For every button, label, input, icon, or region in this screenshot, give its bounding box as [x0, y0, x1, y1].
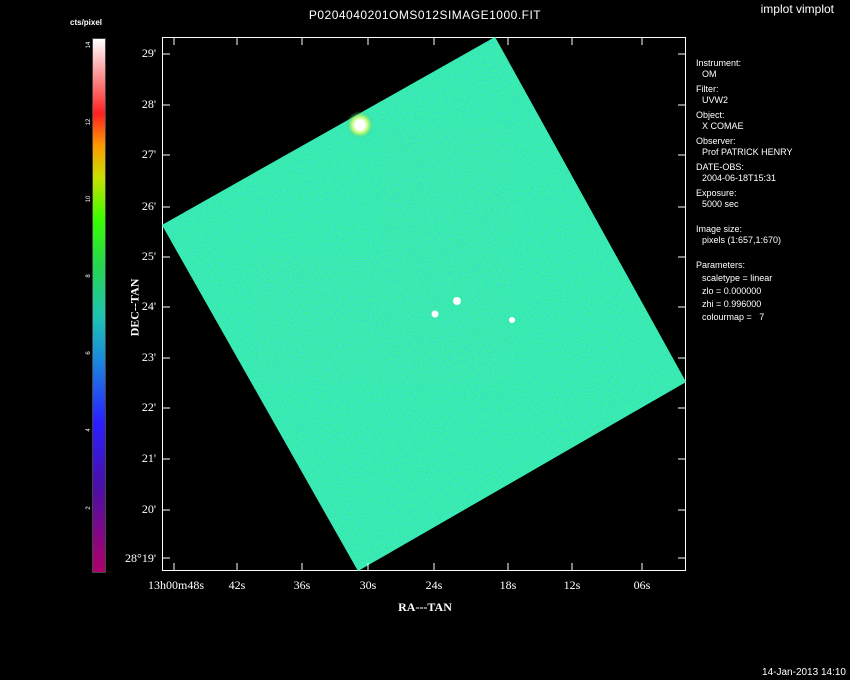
param-zhi: zhi = 0.996000 [702, 299, 762, 309]
colorbar-tick: 14 [86, 41, 92, 49]
x-tick-label: 13h00m48s [147, 578, 204, 592]
param-scaletype: scaletype = linear [702, 273, 773, 283]
colorbar-tick: 8 [86, 274, 92, 278]
date-value: 2004-06-18T15:31 [702, 173, 777, 183]
observer-value: Prof PATRICK HENRY [702, 147, 793, 157]
x-tick-label: 42s [228, 578, 246, 592]
size-label: Image size: [696, 224, 743, 234]
param-zlo: zlo = 0.000000 [702, 286, 762, 296]
y-tick-label: 27' [141, 147, 156, 161]
date-label: DATE-OBS: [696, 162, 744, 172]
colorbar [92, 38, 106, 573]
source [453, 297, 461, 305]
app-label: implot vimplot [760, 2, 834, 16]
plot-frame [162, 37, 686, 571]
y-tick-label: 28' [141, 97, 156, 111]
exposure-value: 5000 sec [702, 199, 739, 209]
x-tick-label: 30s [359, 578, 377, 592]
colorbar-label: cts/pixel [70, 18, 103, 27]
instrument-value: OM [702, 69, 717, 79]
plot-title: P0204040201OMS012SIMAGE1000.FIT [308, 8, 542, 22]
x-tick-label: 12s [563, 578, 581, 592]
y-tick-label: 20' [141, 502, 156, 516]
y-tick-label: 28°19' [125, 551, 156, 565]
y-tick-label: 25' [141, 249, 156, 263]
x-tick-label: 06s [633, 578, 651, 592]
source [509, 317, 515, 323]
x-axis-title: RA---TAN [398, 600, 452, 614]
filter-value: UVW2 [702, 95, 729, 105]
colorbar-tick: 4 [86, 428, 92, 432]
info-panel: Instrument: OM Filter: UVW2 Object: X CO… [696, 58, 793, 323]
y-tick-label: 26' [141, 199, 156, 213]
params-label: Parameters: [696, 260, 746, 270]
timestamp: 14-Jan-2013 14:10 [762, 667, 846, 678]
object-label: Object: [696, 110, 725, 120]
y-tick-label: 22' [141, 400, 156, 414]
sky-image[interactable] [162, 37, 686, 571]
colorbar-tick: 2 [86, 506, 92, 510]
y-axis-title: DEC--TAN [127, 278, 142, 337]
param-colourmap: colourmap = 7 [702, 312, 765, 322]
y-tick-label: 24' [141, 299, 156, 313]
tick-marks [162, 37, 686, 571]
size-value: pixels (1:657,1:670) [702, 235, 782, 245]
object-value: X COMAE [702, 121, 744, 131]
y-tick-label: 23' [141, 350, 156, 364]
colorbar-tick: 10 [86, 195, 92, 203]
x-tick-label: 18s [499, 578, 517, 592]
x-tick-label: 24s [425, 578, 443, 592]
bright-source-core [355, 120, 365, 130]
instrument-label: Instrument: [696, 58, 742, 68]
y-tick-label: 29' [141, 46, 156, 60]
x-tick-label: 36s [293, 578, 311, 592]
y-tick-label: 21' [141, 451, 156, 465]
source [431, 310, 439, 318]
observer-label: Observer: [696, 136, 736, 146]
colorbar-tick: 6 [86, 351, 92, 355]
exposure-label: Exposure: [696, 188, 737, 198]
filter-label: Filter: [696, 84, 719, 94]
colorbar-tick: 12 [86, 118, 92, 126]
